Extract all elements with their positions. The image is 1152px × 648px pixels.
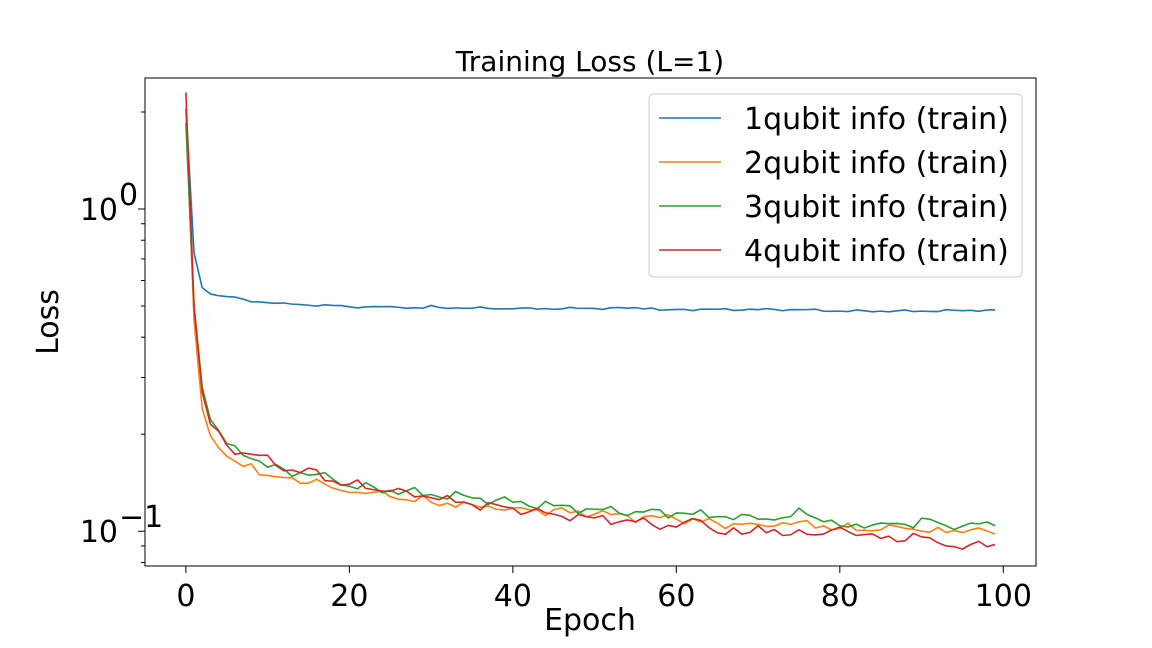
x-tick-label: 40	[494, 579, 532, 614]
legend-label-1: 1qubit info (train)	[744, 102, 1009, 137]
x-axis-label: Epoch	[544, 603, 636, 638]
x-tick-label: 20	[330, 579, 368, 614]
chart-title: Training Loss (L=1)	[455, 45, 724, 78]
x-tick-label: 80	[821, 579, 859, 614]
x-tick-label: 0	[176, 579, 195, 614]
y-tick-exponent: −1	[119, 500, 163, 535]
y-tick-label: 10	[80, 515, 118, 550]
y-tick-label: 10	[80, 193, 118, 228]
y-tick-exponent: 0	[119, 178, 138, 213]
x-tick-label: 60	[657, 579, 695, 614]
axes-frame	[144, 77, 1037, 567]
legend-label-2: 2qubit info (train)	[744, 146, 1009, 181]
legend-box	[648, 93, 1023, 278]
series-line-3	[185, 122, 996, 531]
legend-label-4: 4qubit info (train)	[744, 234, 1009, 269]
y-axis-label: Loss	[31, 289, 66, 355]
series-line-4	[185, 92, 996, 550]
series-line-1	[185, 108, 996, 313]
legend-label-3: 3qubit info (train)	[744, 190, 1009, 225]
series-line-2	[185, 111, 996, 535]
x-tick-label: 100	[975, 579, 1032, 614]
